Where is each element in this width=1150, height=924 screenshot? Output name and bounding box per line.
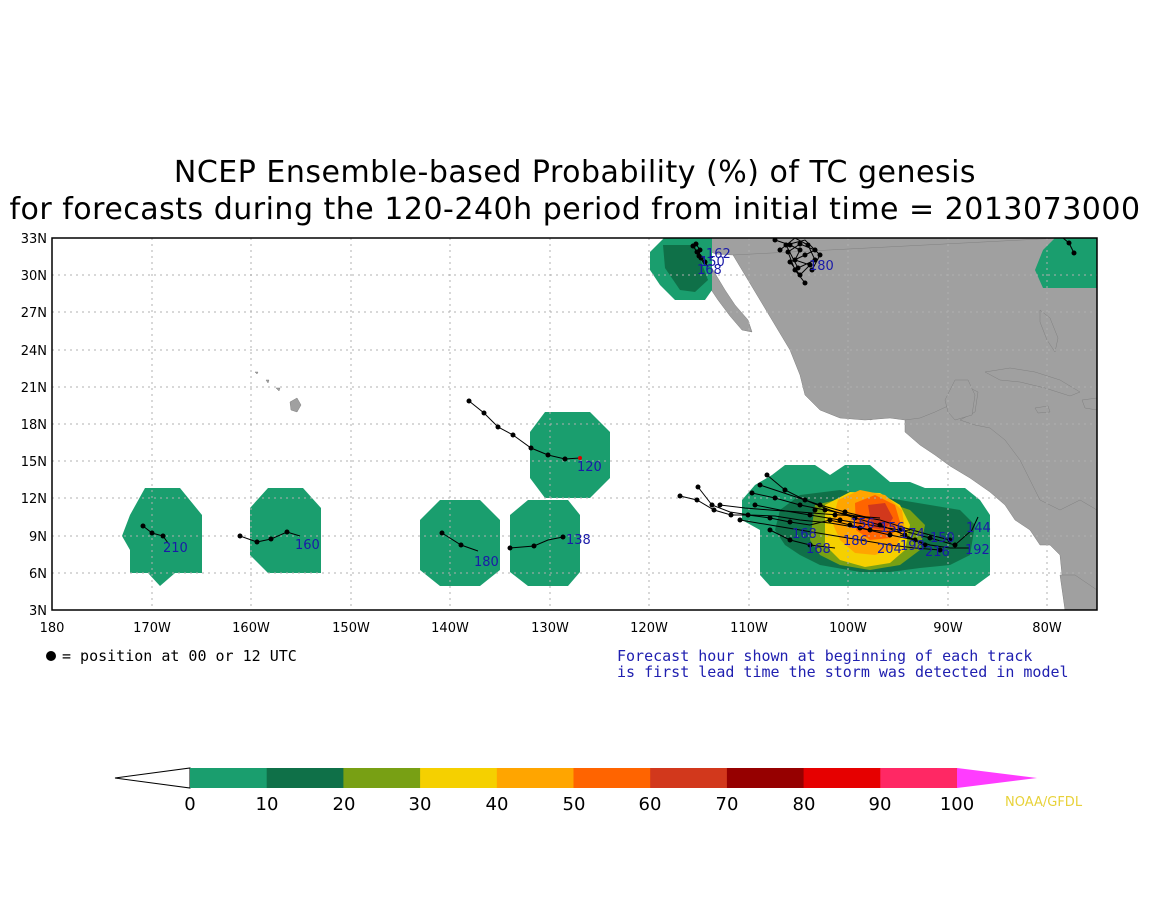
colorbar-label: 50 xyxy=(563,794,586,815)
track-label: 150 xyxy=(930,531,955,546)
lon-label: 130W xyxy=(531,621,569,636)
lat-label: 18N xyxy=(21,418,47,433)
colorbar-segment xyxy=(880,768,958,788)
map-frame xyxy=(51,237,1098,611)
track-label: 168 xyxy=(806,542,831,557)
track-label: 210 xyxy=(163,541,188,556)
colorbar-label: 30 xyxy=(409,794,432,815)
colorbar-segment xyxy=(803,768,881,788)
lat-label: 30N xyxy=(21,269,47,284)
lon-label: 150W xyxy=(332,621,370,636)
lon-label: 180 xyxy=(40,621,65,636)
colorbar-label: 80 xyxy=(793,794,816,815)
colorbar-label: 0 xyxy=(184,794,195,815)
track-label: 144 xyxy=(966,521,991,536)
track-label: 150 xyxy=(700,255,725,270)
colorbar-segment xyxy=(726,768,805,788)
colorbar-label: 90 xyxy=(869,794,892,815)
track-label: 156 xyxy=(850,517,875,532)
track-label: 198 xyxy=(900,539,925,554)
lon-label: 120W xyxy=(630,621,668,636)
map-title-line2: for forecasts during the 120-240h period… xyxy=(9,192,1141,227)
grid-lines xyxy=(52,238,1097,610)
position-legend-note: = position at 00 or 12 UTC xyxy=(62,647,297,665)
colorbar-segment xyxy=(190,768,268,788)
lon-label: 160W xyxy=(232,621,270,636)
track-label: 160 xyxy=(295,538,320,553)
colorbar-segment xyxy=(650,768,728,788)
colorbar-label: 60 xyxy=(639,794,662,815)
colorbar-segment xyxy=(343,768,421,788)
colorbar-under-arrow xyxy=(114,767,191,789)
track-label: 162 xyxy=(706,247,731,262)
track-label: 156 xyxy=(880,521,905,536)
track-label: 168 xyxy=(697,263,722,278)
track-label: 180 xyxy=(474,555,499,570)
forecast-hour-note-line2: is first lead time the storm was detecte… xyxy=(617,663,1069,681)
colorbar-segment xyxy=(420,768,498,788)
latitude-axis: 33N 30N 27N 24N 21N 18N 15N 12N 9N 6N 3N xyxy=(21,232,47,619)
lat-label: 3N xyxy=(29,604,47,619)
genesis-area-cp-138 xyxy=(510,500,580,586)
lat-label: 6N xyxy=(29,567,47,582)
track-label: 192 xyxy=(965,543,990,558)
lat-label: 9N xyxy=(29,530,47,545)
position-marker-icon xyxy=(46,651,56,661)
storm-tracks xyxy=(140,238,1077,553)
track-label: 174 xyxy=(900,527,925,542)
track-label: 180 xyxy=(809,259,834,274)
colorbar-segment xyxy=(496,768,574,788)
lon-label: 80W xyxy=(1032,621,1062,636)
lat-label: 33N xyxy=(21,232,47,247)
colorbar: 0 10 20 30 40 50 60 70 80 90 100 xyxy=(114,767,1037,815)
forecast-hour-note-line1: Forecast hour shown at beginning of each… xyxy=(617,647,1033,665)
lon-label: 140W xyxy=(431,621,469,636)
colorbar-label: 100 xyxy=(940,794,974,815)
track-label: 168 xyxy=(792,527,817,542)
lat-label: 27N xyxy=(21,306,47,321)
track-label: 216 xyxy=(925,545,950,560)
lat-label: 24N xyxy=(21,344,47,359)
lat-label: 21N xyxy=(21,381,47,396)
track-label: 120 xyxy=(577,460,602,475)
longitude-axis: 180 170W 160W 150W 140W 130W 120W 110W 1… xyxy=(40,621,1062,636)
genesis-area-cp-120 xyxy=(530,412,610,498)
lat-label: 12N xyxy=(21,492,47,507)
credit-label: NOAA/GFDL xyxy=(1005,795,1083,810)
colorbar-label: 20 xyxy=(333,794,356,815)
colorbar-label: 10 xyxy=(256,794,279,815)
genesis-area-atlantic xyxy=(1035,238,1097,288)
map-title-line1: NCEP Ensemble-based Probability (%) of T… xyxy=(173,155,977,190)
colorbar-over-arrow xyxy=(957,768,1037,788)
track-label: 186 xyxy=(843,534,868,549)
forecast-hour-labels: 120 138 180 160 210 144 192 216 150 204 … xyxy=(163,247,991,570)
lon-label: 90W xyxy=(933,621,963,636)
colorbar-segment xyxy=(266,768,344,788)
colorbar-segment xyxy=(573,768,651,788)
track-label: 138 xyxy=(566,533,591,548)
track-label: 204 xyxy=(877,542,902,557)
lon-label: 100W xyxy=(829,621,867,636)
colorbar-label: 40 xyxy=(486,794,509,815)
colorbar-label: 70 xyxy=(716,794,739,815)
lon-label: 170W xyxy=(133,621,171,636)
lat-label: 15N xyxy=(21,455,47,470)
lon-label: 110W xyxy=(730,621,768,636)
